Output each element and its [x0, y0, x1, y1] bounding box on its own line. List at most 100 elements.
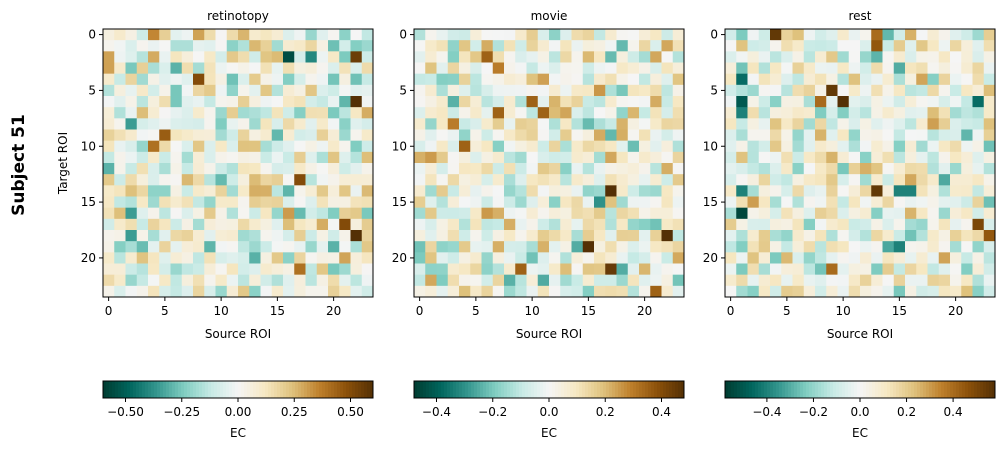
- heatmap-cell-r21-c8: [815, 263, 827, 275]
- colorbar-segment: [740, 381, 744, 398]
- heatmap-cell-r2-c17: [916, 51, 928, 63]
- colorbar-segment: [504, 381, 508, 398]
- heatmap-cell-r16-c7: [492, 207, 505, 220]
- heatmap-cell-r13-c3: [447, 174, 460, 186]
- heatmap-cell-r13-c21: [650, 174, 662, 186]
- heatmap-cell-r12-c1: [736, 163, 748, 175]
- colorbar-segment: [435, 381, 439, 398]
- heatmap-cell-r9-c15: [582, 129, 595, 141]
- heatmap-cell-r22-c5: [781, 274, 793, 287]
- heatmap-cell-r2-c7: [803, 51, 816, 63]
- heatmap-cell-r17-c12: [860, 218, 872, 231]
- heatmap-cell-r11-c15: [893, 151, 906, 164]
- heatmap-cell-r10-c15: [271, 140, 284, 153]
- heatmap-cell-r21-c13: [871, 263, 883, 275]
- heatmap-cell-r19-c16: [594, 241, 606, 253]
- axes-frame: [413, 28, 685, 298]
- heatmap-cell-r19-c2: [436, 241, 449, 253]
- heatmap-cell-r8-c7: [803, 118, 816, 130]
- heatmap-cell-r3-c1: [736, 62, 748, 74]
- heatmap-cell-r16-c13: [249, 207, 261, 220]
- colorbar-segment: [325, 381, 329, 398]
- heatmap-cell-r13-c4: [148, 174, 160, 186]
- heatmap-cell-r8-c8: [504, 118, 516, 130]
- colorbar-segment: [124, 381, 128, 398]
- heatmap-cell-r0-c12: [238, 29, 250, 41]
- heatmap-cell-r11-c20: [328, 151, 340, 164]
- heatmap-cell-r2-c12: [238, 51, 250, 63]
- heatmap-cell-r14-c22: [661, 185, 674, 197]
- heatmap-cell-r13-c19: [938, 174, 951, 186]
- heatmap-cell-r16-c9: [826, 207, 838, 220]
- colorbar-segment: [112, 381, 116, 398]
- colorbar-segment: [370, 381, 374, 398]
- heatmap-cell-r15-c6: [481, 196, 494, 208]
- heatmap-cell-r1-c14: [882, 40, 895, 52]
- colorbar-segment: [872, 381, 876, 398]
- heatmap-cell-r21-c11: [226, 263, 239, 275]
- heatmap-cell-r5-c20: [950, 84, 962, 97]
- colorbar-segment: [594, 381, 598, 398]
- heatmap-cell-r20-c2: [747, 252, 760, 264]
- heatmap-cell-r2-c10: [526, 51, 539, 63]
- heatmap-cell-r20-c3: [447, 252, 460, 264]
- heatmap-cell-r16-c0: [103, 207, 115, 220]
- heatmap-cell-r21-c19: [316, 263, 329, 275]
- heatmap-cell-r4-c16: [905, 73, 917, 86]
- heatmap-cell-r3-c0: [103, 62, 115, 74]
- heatmap-cell-r15-c2: [747, 196, 760, 208]
- heatmap-cell-r3-c5: [159, 62, 171, 74]
- heatmap-cell-r13-c11: [226, 174, 239, 186]
- heatmap-cell-r6-c7: [181, 96, 194, 108]
- heatmap-cell-r23-c3: [136, 285, 149, 298]
- heatmap-cell-r22-c12: [860, 274, 872, 287]
- y-tick-label: 20: [392, 251, 407, 265]
- heatmap-cell-r1-c20: [639, 40, 651, 52]
- heatmap-cell-r3-c2: [436, 62, 449, 74]
- heatmap-cell-r5-c20: [328, 84, 340, 97]
- heatmap-cell-r14-c20: [950, 185, 962, 197]
- heatmap-cell-r11-c8: [193, 151, 205, 164]
- heatmap-cell-r7-c14: [571, 107, 584, 119]
- heatmap-cell-r5-c4: [770, 84, 782, 97]
- heatmap-cell-r9-c15: [893, 129, 906, 141]
- colorbar-segment: [453, 381, 457, 398]
- heatmap-cell-r21-c2: [125, 263, 138, 275]
- heatmap-cell-r1-c5: [470, 40, 482, 52]
- heatmap-cell-r23-c5: [470, 285, 482, 298]
- heatmap-cell-r20-c13: [560, 252, 572, 264]
- heatmap-cell-r0-c21: [339, 29, 351, 41]
- heatmap-cell-r13-c0: [414, 174, 426, 186]
- heatmap-cell-r15-c16: [283, 196, 295, 208]
- heatmap-cell-r10-c2: [436, 140, 449, 153]
- colorbar-segment: [133, 381, 137, 398]
- heatmap-cell-r12-c19: [627, 163, 640, 175]
- heatmap-cell-r14-c23: [983, 185, 996, 197]
- heatmap-cell-r0-c0: [103, 29, 115, 41]
- heatmap-cell-r9-c8: [815, 129, 827, 141]
- heatmap-cell-r0-c15: [893, 29, 906, 41]
- heatmap-cell-r4-c23: [361, 73, 374, 86]
- heatmap-cell-r13-c20: [639, 174, 651, 186]
- colorbar-segment: [121, 381, 125, 398]
- heatmap-cell-r5-c4: [459, 84, 471, 97]
- heatmap-cell-r0-c7: [803, 29, 816, 41]
- heatmap-cell-r4-c2: [125, 73, 138, 86]
- heatmap-cell-r19-c20: [328, 241, 340, 253]
- heatmap-cell-r20-c0: [414, 252, 426, 264]
- colorbar-segment: [633, 381, 637, 398]
- heatmap-cell-r10-c10: [526, 140, 539, 153]
- colorbar-segment: [414, 381, 418, 398]
- heatmap-cell-r15-c0: [103, 196, 115, 208]
- x-tick-label: 5: [472, 304, 480, 318]
- heatmap-cell-r19-c17: [294, 241, 306, 253]
- heatmap-cell-r5-c1: [114, 84, 126, 97]
- heatmap-cell-r4-c5: [781, 73, 793, 86]
- heatmap-cell-r21-c18: [927, 263, 940, 275]
- heatmap-cell-r22-c7: [181, 274, 194, 287]
- colorbar-segment: [313, 381, 317, 398]
- colorbar-segment: [875, 381, 879, 398]
- heatmap-cell-r16-c12: [238, 207, 250, 220]
- heatmap-cell-r8-c3: [447, 118, 460, 130]
- heatmap-cell-r5-c22: [350, 84, 363, 97]
